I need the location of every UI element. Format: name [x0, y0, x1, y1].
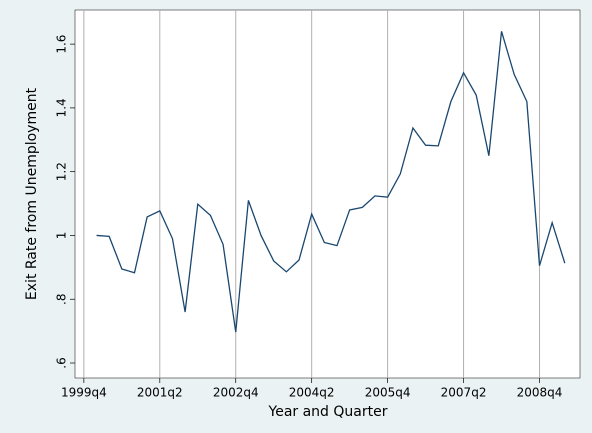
x-tick-label: 2008q4 — [517, 386, 563, 400]
y-tick-label: 1.6 — [55, 35, 69, 54]
y-tick-label: .6 — [55, 357, 69, 368]
x-tick-label: 2002q4 — [213, 386, 259, 400]
line — [96, 31, 566, 333]
y-axis-title: Exit Rate from Unemployment — [24, 87, 40, 300]
x-tick-label: 1999q4 — [61, 386, 107, 400]
x-axis-title: Year and Quarter — [268, 404, 388, 420]
x-tick-label: 2004q2 — [289, 386, 335, 400]
y-tick-label: 1 — [55, 232, 69, 240]
y-tick-label: 1.4 — [55, 98, 69, 117]
y-tick-label: .8 — [55, 294, 69, 305]
x-tick-label: 2001q2 — [137, 386, 183, 400]
x-tick-label: 2005q4 — [365, 386, 411, 400]
y-tick-label: 1.2 — [55, 162, 69, 181]
plot-area — [74, 9, 581, 379]
x-tick-label: 2007q2 — [441, 386, 487, 400]
